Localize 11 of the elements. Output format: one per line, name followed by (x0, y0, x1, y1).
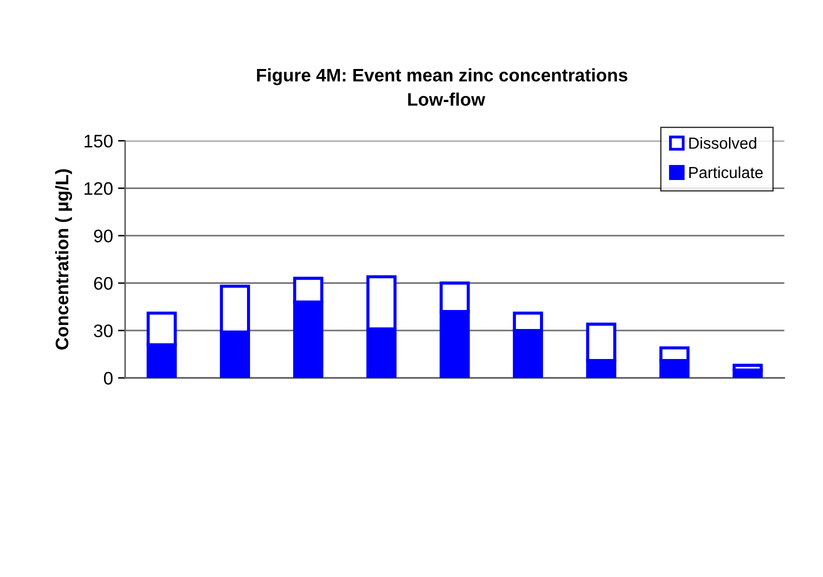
y-tick-label: 150 (84, 134, 113, 148)
chart-title: Figure 4M: Event mean zinc concentrations (257, 68, 628, 86)
y-tick-label: 30 (94, 324, 113, 338)
y-axis-title: Concentration ( µg/L) (55, 169, 72, 350)
chart-subtitle: Low-flow (408, 92, 486, 106)
y-tick-label: 120 (84, 182, 113, 195)
y-tick-label: 60 (94, 277, 113, 290)
legend-label: Dissolved (689, 137, 756, 149)
y-tick-label: 0 (104, 372, 113, 385)
y-tick-label: 90 (94, 230, 113, 242)
legend-label: Particulate (689, 166, 763, 178)
